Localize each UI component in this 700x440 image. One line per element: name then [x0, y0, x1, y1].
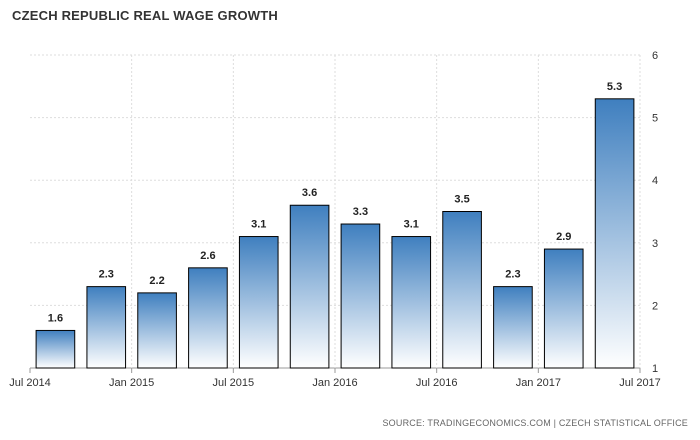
x-tick-label: Jul 2014	[9, 377, 51, 389]
bar-value-label: 2.6	[200, 250, 215, 262]
bar	[289, 204, 330, 369]
bar	[543, 248, 584, 369]
bar-value-label: 3.1	[404, 219, 419, 231]
x-tick-label: Jan 2017	[516, 377, 561, 389]
x-tick-label: Jan 2015	[109, 377, 154, 389]
y-tick-label: 2	[652, 300, 658, 312]
bar	[86, 286, 127, 369]
chart-title: CZECH REPUBLIC REAL WAGE GROWTH	[12, 8, 278, 23]
bar-value-label: 2.3	[99, 269, 114, 281]
x-tick-label: Jul 2017	[619, 377, 661, 389]
bar	[493, 286, 533, 369]
bar-value-label: 3.1	[251, 219, 266, 231]
bar	[442, 211, 482, 369]
y-axis-ticks: 1 2 3 4 5 6	[652, 50, 658, 375]
source-note: SOURCE: TRADINGECONOMICS.COM | CZECH STA…	[382, 418, 688, 428]
x-tick-label: Jul 2016	[416, 377, 458, 389]
y-tick-label: 3	[652, 238, 658, 250]
x-axis-ticks: Jul 2014 Jan 2015 Jul 2015 Jan 2016 Jul 2016…	[9, 368, 661, 389]
y-tick-label: 1	[652, 363, 658, 375]
bar	[391, 236, 432, 369]
bar-value-label: 3.6	[302, 187, 317, 199]
data-labels: 1.6 2.3 2.2 2.6 3.1 3.6 3.3 3.1 3.5 2.3 2.9 5.3	[48, 81, 622, 325]
bar-value-label: 3.3	[353, 206, 368, 218]
y-tick-label: 4	[652, 175, 658, 187]
bar	[35, 329, 76, 369]
bars	[35, 98, 635, 369]
bar-value-label: 5.3	[607, 81, 622, 93]
bar-value-label: 2.2	[149, 275, 164, 287]
bar	[238, 236, 279, 369]
bar	[594, 98, 635, 369]
x-tick-label: Jan 2016	[312, 377, 357, 389]
bar-value-label: 1.6	[48, 312, 63, 324]
bar	[340, 223, 381, 369]
x-tick-label: Jul 2015	[213, 377, 255, 389]
bar-value-label: 2.3	[505, 269, 520, 281]
bar	[188, 267, 228, 369]
gridlines	[30, 54, 641, 369]
bar	[137, 292, 177, 369]
y-tick-label: 5	[652, 113, 658, 125]
bar-value-label: 3.5	[454, 194, 469, 206]
y-tick-label: 6	[652, 50, 658, 62]
bar-value-label: 2.9	[556, 231, 571, 243]
